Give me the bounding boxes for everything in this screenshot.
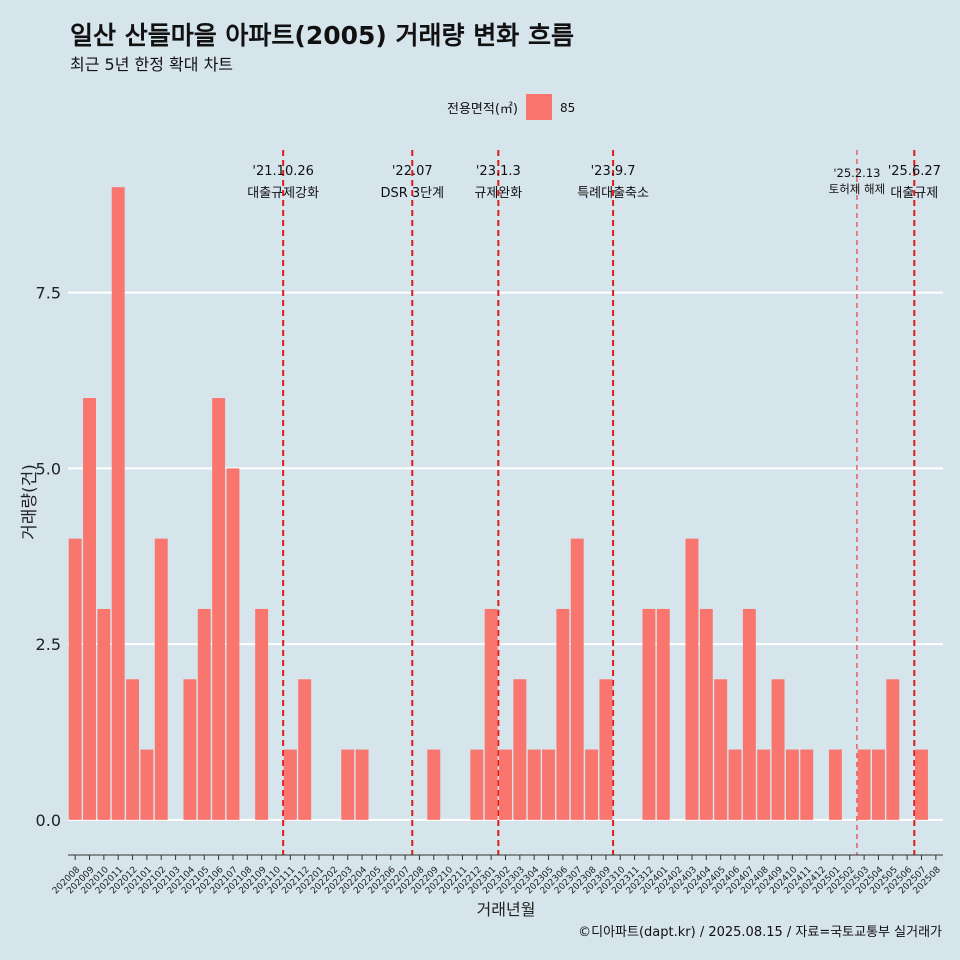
bar-202305 (542, 749, 555, 820)
bar-202209 (427, 749, 441, 820)
legend-label-85: 85 (560, 101, 575, 115)
bar-202102 (154, 538, 168, 820)
bar-202401 (656, 608, 670, 820)
bar-202501 (828, 749, 842, 820)
bar-202306 (556, 608, 570, 820)
bar-202312 (642, 608, 656, 820)
bar-202107 (226, 468, 240, 820)
event-date-label: '21.10.26 (252, 164, 313, 179)
bar-202012 (126, 679, 140, 820)
caption: ©디아파트(dapt.kr) / 2025.08.15 / 자료=국토교통부 실… (578, 925, 942, 940)
bar-202407 (742, 608, 756, 820)
legend-swatch-85 (526, 94, 552, 120)
bar-202403 (685, 538, 699, 820)
y-tick-label: 7.5 (36, 284, 61, 303)
legend-title: 전용면적(㎡) (447, 102, 518, 117)
bar-202309 (599, 679, 613, 820)
bar-202112 (298, 679, 312, 820)
bar-202101 (140, 749, 154, 820)
bar-202302 (499, 749, 512, 820)
event-date-label: '25.6.27 (888, 164, 941, 179)
event-desc-label: 대출규제강화 (247, 186, 319, 201)
bar-202011 (111, 187, 125, 820)
bar-202301 (484, 608, 498, 820)
event-desc-label: 특례대출축소 (577, 186, 649, 201)
bar-202204 (355, 749, 369, 820)
legend: 전용면적(㎡) 85 (447, 94, 575, 120)
bar-202105 (197, 608, 211, 820)
bar-202408 (757, 749, 771, 820)
bar-202111 (283, 749, 297, 820)
bar-202212 (470, 749, 484, 820)
bar-202504 (871, 749, 885, 820)
bar-202411 (800, 749, 814, 820)
bar-202409 (771, 679, 785, 820)
chart-subtitle: 최근 5년 한정 확대 차트 (70, 55, 233, 74)
event-date-label: '23.1.3 (476, 164, 521, 179)
bar-202410 (785, 749, 799, 820)
event-desc-label: DSR 3단계 (380, 186, 444, 201)
event-lines: '21.10.26 대출규제강화 '22.07 DSR 3단계 '23.1.3 규제완화 '… (247, 150, 941, 855)
bar-202304 (527, 749, 541, 820)
bar-202303 (513, 679, 527, 820)
x-axis-label: 거래년월 (477, 900, 536, 919)
bar-202307 (570, 538, 584, 820)
bar-202104 (183, 679, 197, 820)
bar-202404 (699, 608, 713, 820)
bar-202009 (83, 398, 96, 820)
event-desc-label: 규제완화 (474, 186, 522, 201)
chart-title: 일산 산들마을 아파트(2005) 거래량 변화 흐름 (70, 21, 574, 50)
bar-202308 (585, 749, 599, 820)
y-axis-label: 거래량(건) (20, 464, 40, 540)
event-date-label: '23.9.7 (591, 164, 636, 179)
bar-202503 (857, 749, 871, 820)
bar-202405 (714, 679, 728, 820)
bar-202406 (728, 749, 742, 820)
bar-202106 (212, 398, 226, 820)
bar-202505 (886, 679, 900, 820)
y-tick-label: 0.0 (36, 811, 61, 830)
y-tick-label: 2.5 (36, 635, 61, 654)
event-date-label: '22.07 (392, 164, 433, 179)
bar-202109 (255, 608, 269, 820)
bar-202008 (68, 538, 82, 820)
axes: 0.02.55.07.52020082020092020102020112020… (36, 284, 944, 897)
bar-202507 (915, 749, 928, 820)
bar-202010 (97, 608, 111, 820)
event-desc-label: 토허제 해제 (829, 182, 886, 196)
bar-202203 (341, 749, 355, 820)
event-desc-label: 대출규제 (890, 186, 938, 201)
bars (68, 187, 928, 820)
event-date-label: '25.2.13 (833, 166, 880, 180)
y-tick-label: 5.0 (36, 459, 61, 478)
